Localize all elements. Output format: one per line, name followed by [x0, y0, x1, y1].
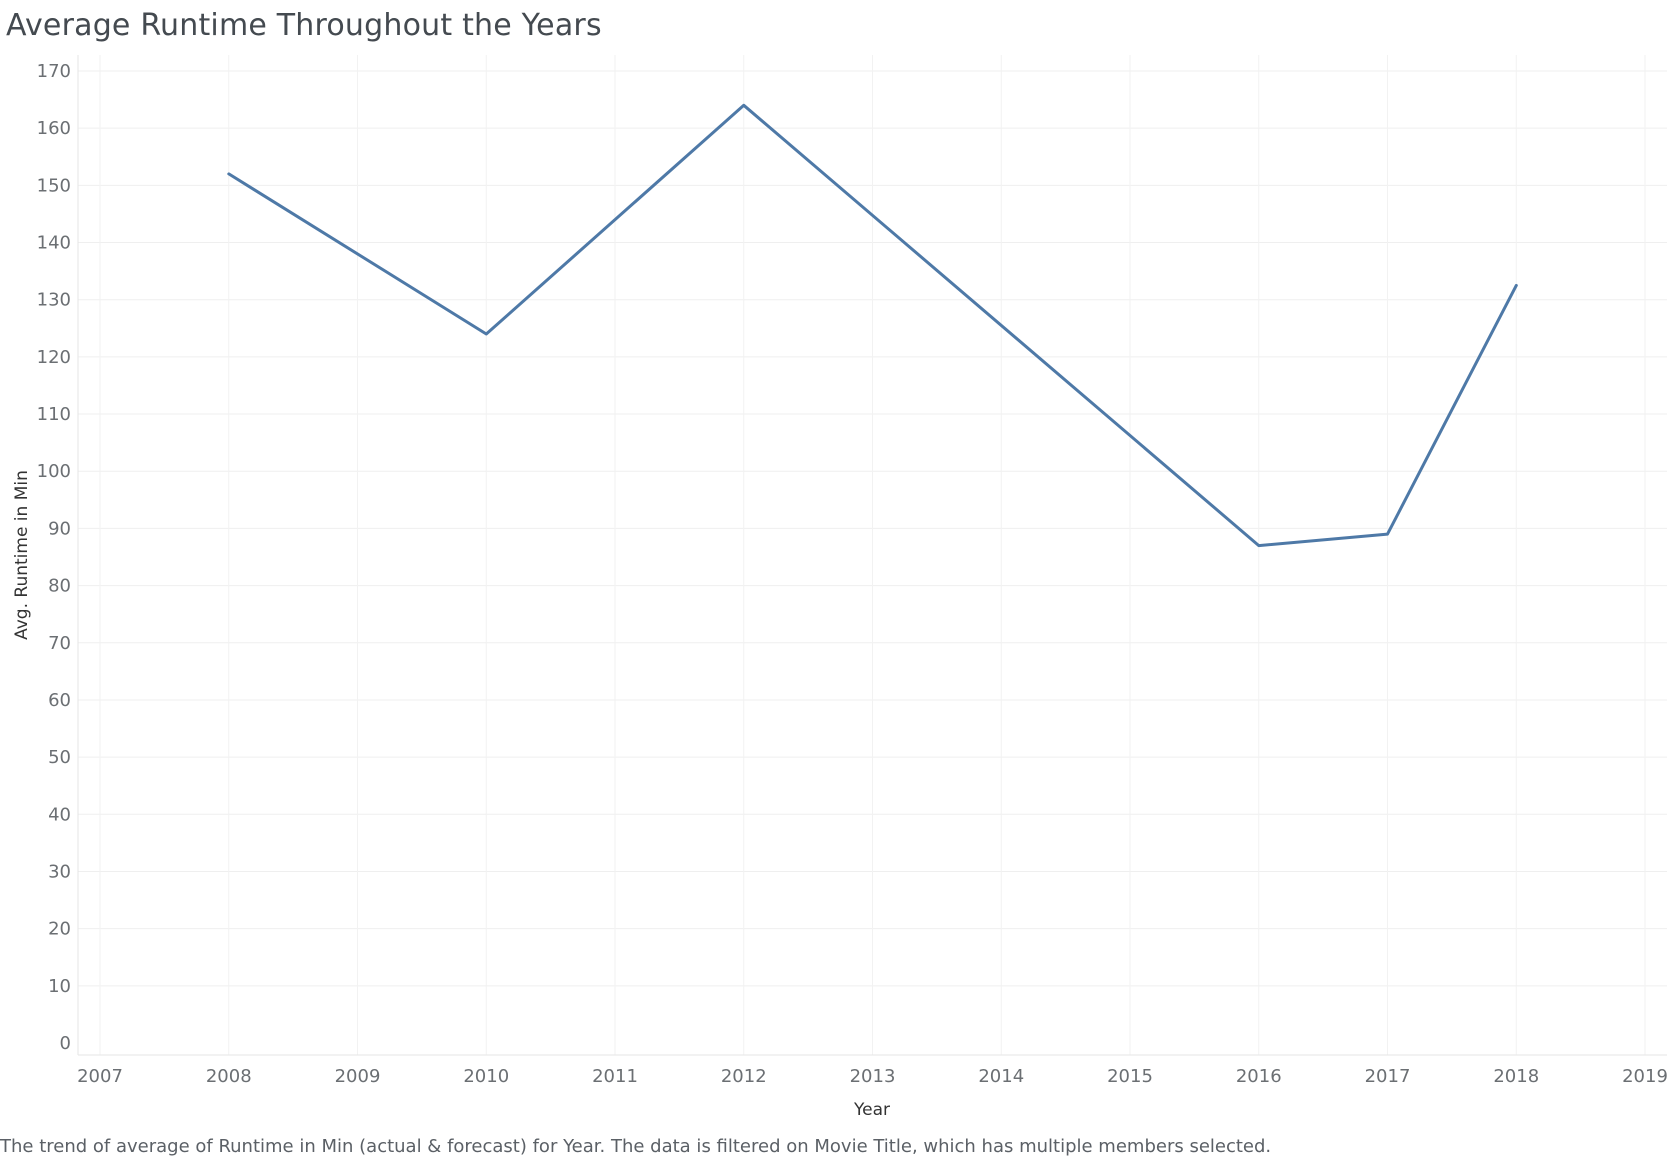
y-tick-label: 100	[37, 461, 71, 482]
x-tick-label: 2013	[850, 1066, 896, 1087]
x-tick-label: 2016	[1236, 1066, 1282, 1087]
x-axis-label: Year	[853, 1100, 890, 1120]
chart-title: Average Runtime Throughout the Years	[6, 8, 602, 43]
y-tick-label: 130	[37, 290, 71, 311]
x-tick-label: 2015	[1107, 1066, 1153, 1087]
y-tick-label: 140	[37, 233, 71, 254]
x-tick-label: 2012	[721, 1066, 767, 1087]
y-tick-label: 120	[37, 347, 71, 368]
x-tick-label: 2018	[1493, 1066, 1539, 1087]
y-axis-label: Avg. Runtime in Min	[12, 470, 32, 640]
series-line[interactable]	[227, 103, 1518, 548]
x-tick-label: 2009	[335, 1066, 381, 1087]
gridlines	[77, 55, 1667, 1056]
x-tick-label: 2007	[77, 1066, 123, 1087]
y-tick-label: 60	[48, 690, 71, 711]
x-tick-label: 2010	[463, 1066, 509, 1087]
x-tick-label: 2017	[1365, 1066, 1411, 1087]
y-tick-label: 20	[48, 919, 71, 940]
chart-caption: The trend of average of Runtime in Min (…	[0, 1136, 1272, 1157]
x-axis-ticks: 2007 2008 2009 2010 2011 2012 2013 2014 2015 2016…	[77, 1066, 1667, 1087]
x-tick-label: 2011	[592, 1066, 638, 1087]
y-axis-ticks: 0 10 20 30 40 50 60 70 80 90 100 110 120 130 140 150 160…	[37, 61, 71, 1054]
y-tick-label: 160	[37, 118, 71, 139]
y-tick-label: 30	[48, 861, 71, 882]
y-tick-label: 50	[48, 747, 71, 768]
y-tick-label: 110	[37, 404, 71, 425]
y-tick-label: 90	[48, 518, 71, 539]
y-tick-label: 70	[48, 633, 71, 654]
y-tick-label: 10	[48, 976, 71, 997]
series-layer	[227, 103, 1518, 548]
y-tick-label: 150	[37, 175, 71, 196]
y-tick-label: 40	[48, 804, 71, 825]
y-tick-label: 0	[60, 1033, 71, 1054]
x-tick-label: 2014	[978, 1066, 1024, 1087]
y-tick-label: 80	[48, 576, 71, 597]
y-tick-label: 170	[37, 61, 71, 82]
x-tick-label: 2019	[1622, 1066, 1667, 1087]
x-tick-label: 2008	[206, 1066, 252, 1087]
